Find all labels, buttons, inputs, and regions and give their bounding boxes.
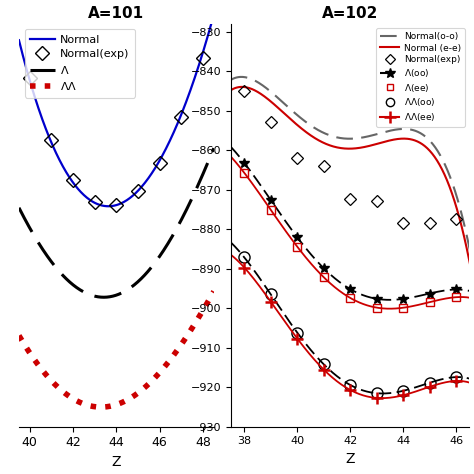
Legend: Normal(o-o), Normal (e-e), Normal(exp), $\Lambda$(oo), $\Lambda$(ee), $\Lambda\L: Normal(o-o), Normal (e-e), Normal(exp), … bbox=[376, 28, 465, 127]
Title: A=101: A=101 bbox=[88, 6, 145, 21]
Title: A=102: A=102 bbox=[322, 6, 378, 21]
X-axis label: Z: Z bbox=[346, 452, 355, 466]
X-axis label: Z: Z bbox=[112, 455, 121, 469]
Legend: Normal, Normal(exp), $\Lambda$, $\Lambda\Lambda$: Normal, Normal(exp), $\Lambda$, $\Lambda… bbox=[25, 29, 135, 98]
